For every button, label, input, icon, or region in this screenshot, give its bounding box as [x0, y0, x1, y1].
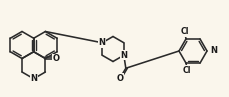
- Text: O: O: [53, 54, 60, 63]
- Text: N: N: [30, 74, 37, 83]
- Text: N: N: [209, 46, 216, 55]
- Text: N: N: [98, 38, 105, 47]
- Text: Cl: Cl: [182, 66, 191, 75]
- Text: Cl: Cl: [180, 27, 188, 36]
- Text: O: O: [116, 74, 123, 83]
- Text: N: N: [120, 51, 127, 60]
